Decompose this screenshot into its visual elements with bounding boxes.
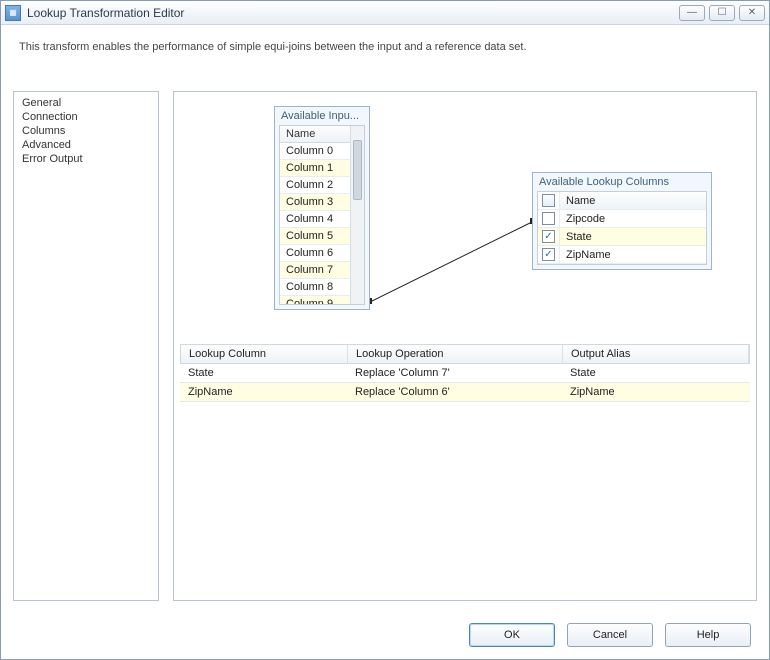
lookup-header-row: Name	[538, 192, 706, 210]
title-bar: ▦ Lookup Transformation Editor — ☐ ✕	[1, 1, 769, 25]
panel-title: Available Inpu...	[275, 107, 369, 125]
th-output-alias[interactable]: Output Alias	[563, 345, 749, 363]
sidebar-item-advanced[interactable]: Advanced	[14, 138, 158, 152]
maximize-button[interactable]: ☐	[709, 5, 735, 21]
help-button[interactable]: Help	[665, 623, 751, 647]
select-all-checkbox[interactable]	[542, 194, 555, 207]
cell[interactable]: State	[562, 364, 750, 382]
checkbox[interactable]	[542, 212, 555, 225]
lookup-row[interactable]: Zipcode	[538, 210, 706, 228]
cancel-button[interactable]: Cancel	[567, 623, 653, 647]
sidebar-item-general[interactable]: General	[14, 96, 158, 110]
scrollbar-thumb[interactable]	[353, 140, 362, 200]
lookup-col-label[interactable]: Zipcode	[560, 211, 706, 227]
mapping-table: Lookup Column Lookup Operation Output Al…	[180, 344, 750, 402]
table-row[interactable]: State Replace 'Column 7' State	[180, 364, 750, 383]
dialog-window: ▦ Lookup Transformation Editor — ☐ ✕ Thi…	[0, 0, 770, 660]
lookup-grid[interactable]: Name Zipcode ✓ State ✓ ZipName	[537, 191, 707, 265]
th-lookup-operation[interactable]: Lookup Operation	[348, 345, 563, 363]
scrollbar[interactable]	[350, 126, 364, 304]
column-header[interactable]: Name	[560, 193, 706, 209]
dialog-body: General Connection Columns Advanced Erro…	[13, 91, 757, 601]
available-lookup-panel: Available Lookup Columns Name Zipcode ✓	[532, 172, 712, 270]
dialog-description: This transform enables the performance o…	[1, 25, 769, 59]
cell[interactable]: Replace 'Column 6'	[347, 383, 562, 401]
lookup-col-label[interactable]: ZipName	[560, 247, 706, 263]
table-header: Lookup Column Lookup Operation Output Al…	[180, 344, 750, 364]
cell[interactable]: State	[180, 364, 347, 382]
available-inputs-panel: Available Inpu... Name Column 0 Column 1…	[274, 106, 370, 310]
cell[interactable]: ZipName	[562, 383, 750, 401]
minimize-button[interactable]: —	[679, 5, 705, 21]
sidebar-item-connection[interactable]: Connection	[14, 110, 158, 124]
close-button[interactable]: ✕	[739, 5, 765, 21]
checkbox[interactable]: ✓	[542, 230, 555, 243]
window-title: Lookup Transformation Editor	[27, 6, 184, 20]
mapping-canvas: Available Inpu... Name Column 0 Column 1…	[174, 92, 756, 342]
sidebar-item-columns[interactable]: Columns	[14, 124, 158, 138]
lookup-row[interactable]: ✓ State	[538, 228, 706, 246]
table-row[interactable]: ZipName Replace 'Column 6' ZipName	[180, 383, 750, 402]
cell[interactable]: ZipName	[180, 383, 347, 401]
lookup-col-label[interactable]: State	[560, 229, 706, 245]
inputs-grid[interactable]: Name Column 0 Column 1 Column 2 Column 3…	[279, 125, 365, 305]
th-lookup-column[interactable]: Lookup Column	[181, 345, 348, 363]
sidebar-item-erroroutput[interactable]: Error Output	[14, 152, 158, 166]
dialog-footer: OK Cancel Help	[469, 623, 751, 647]
ok-button[interactable]: OK	[469, 623, 555, 647]
panel-title: Available Lookup Columns	[533, 173, 711, 191]
app-icon: ▦	[5, 5, 21, 21]
checkbox[interactable]: ✓	[542, 248, 555, 261]
lookup-row[interactable]: ✓ ZipName	[538, 246, 706, 264]
cell[interactable]: Replace 'Column 7'	[347, 364, 562, 382]
main-panel: Available Inpu... Name Column 0 Column 1…	[173, 91, 757, 601]
sidebar: General Connection Columns Advanced Erro…	[13, 91, 159, 601]
